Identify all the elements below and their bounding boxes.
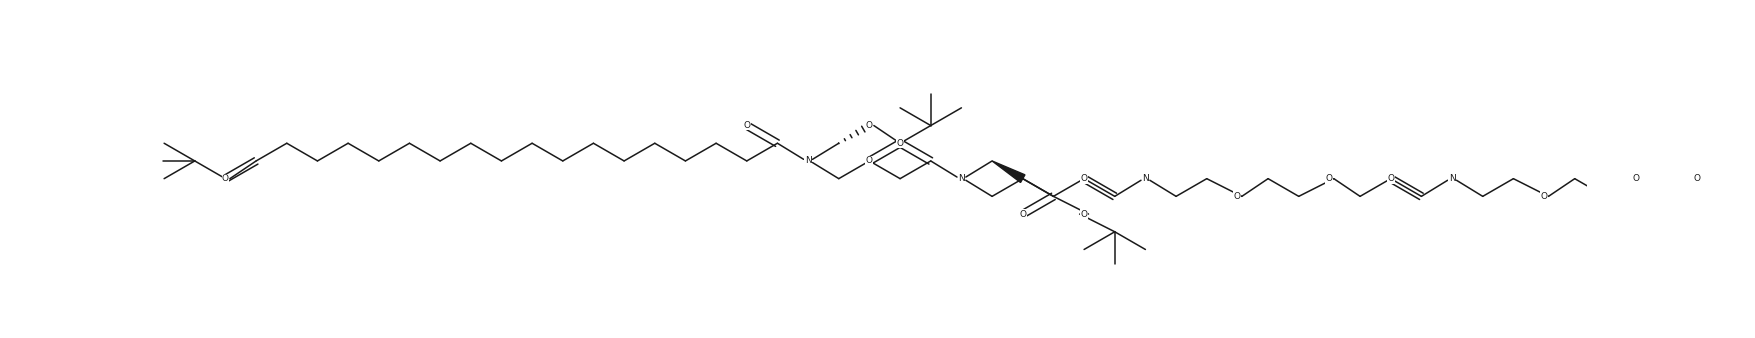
Text: O: O: [1632, 174, 1639, 183]
Text: O: O: [742, 121, 749, 130]
Text: O: O: [865, 121, 872, 130]
Text: O: O: [865, 156, 872, 166]
Text: O: O: [1079, 210, 1086, 219]
Text: O: O: [221, 174, 228, 183]
Text: N: N: [958, 174, 963, 183]
Text: O: O: [1325, 174, 1332, 183]
Text: O: O: [897, 139, 904, 148]
Text: O: O: [1234, 192, 1241, 201]
Text: O: O: [221, 174, 228, 183]
Text: N: N: [1448, 174, 1455, 183]
Text: O: O: [1018, 210, 1025, 219]
Text: O: O: [1079, 174, 1086, 183]
Text: O: O: [1539, 192, 1546, 201]
Text: O: O: [1386, 174, 1393, 183]
Text: O: O: [1694, 174, 1701, 183]
Text: N: N: [1141, 174, 1148, 183]
Polygon shape: [992, 161, 1025, 183]
Text: N: N: [804, 156, 811, 166]
